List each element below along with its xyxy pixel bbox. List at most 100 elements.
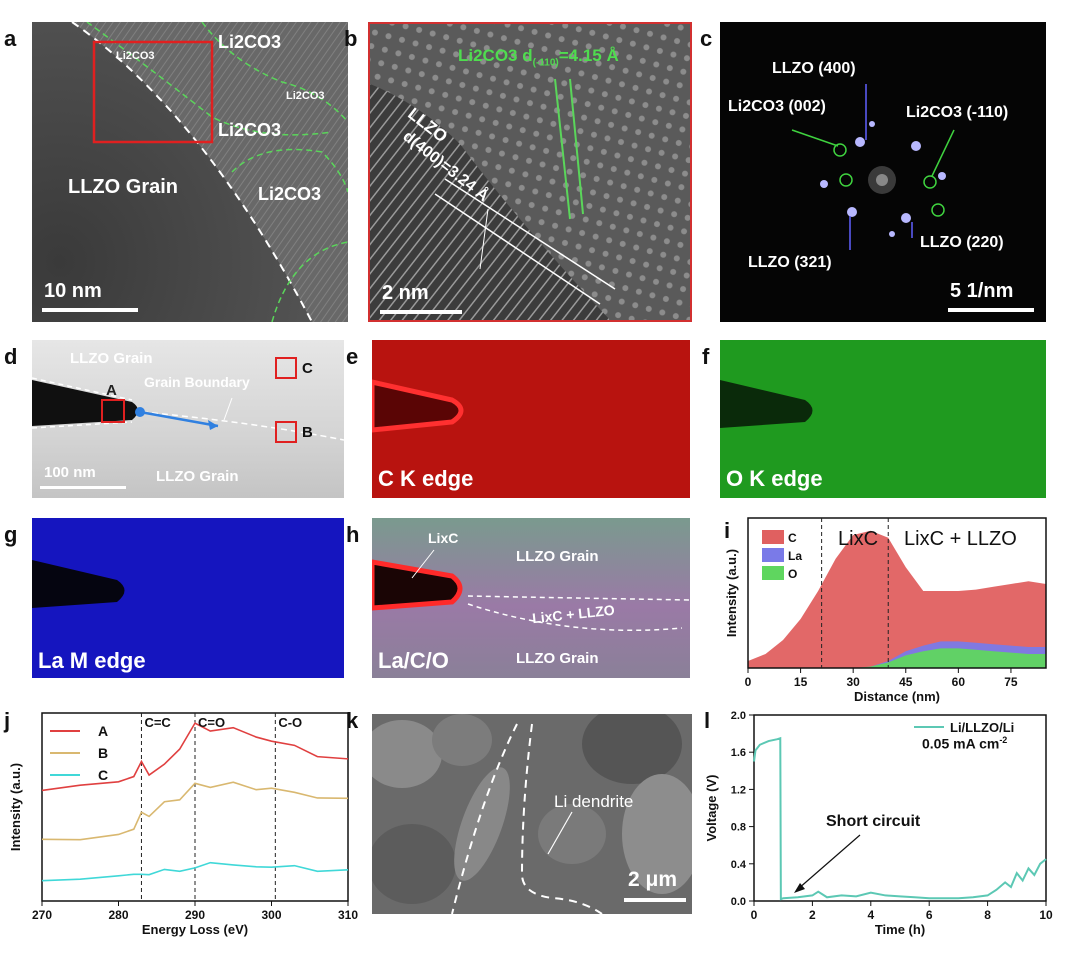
fft-spot-label: Li2CO3 (-110)	[906, 104, 1009, 121]
scale-bar-label: 2 nm	[382, 282, 429, 304]
scale-bar	[42, 308, 138, 312]
panel-label-k: k	[346, 708, 359, 733]
scale-bar-label: 5 1/nm	[950, 280, 1014, 302]
legend-label-C: C	[98, 767, 108, 783]
line-profile-chart: 0 15 30 45 60 75 Distance (nm) Intensity (a.u.)…	[724, 517, 1047, 704]
map-caption: C K edge	[378, 466, 474, 491]
region-label-lixc: LixC	[838, 528, 879, 550]
x-tick-label: 8	[984, 908, 991, 922]
x-tick-label: 290	[185, 908, 205, 922]
panel-label-d: d	[4, 344, 18, 369]
x-tick-label: 60	[952, 675, 966, 689]
peak-label: C=C	[144, 715, 171, 730]
x-tick-label: 45	[899, 675, 913, 689]
scale-bar	[948, 308, 1034, 312]
panel-b-image	[370, 24, 690, 320]
region-label: Li2CO3	[218, 32, 282, 52]
scale-bar-label: 2 μm	[628, 868, 678, 891]
annotation-arrow	[797, 834, 861, 890]
plot-frame	[747, 517, 1047, 669]
panel-g-la-map: La M edge	[32, 518, 344, 678]
scale-bar	[40, 486, 126, 489]
lixc-label: LixC	[428, 530, 459, 546]
region-label: Li2CO3	[116, 50, 155, 62]
region-label: Li2CO3	[286, 90, 325, 102]
panel-a-image	[32, 22, 348, 322]
y-axis-label: Intensity (a.u.)	[8, 763, 23, 851]
series-area-C	[748, 530, 1046, 668]
legend-swatch-O	[762, 566, 784, 580]
short-circuit-label: Short circuit	[826, 813, 921, 830]
peak-label: C=O	[198, 715, 225, 730]
scale-bar	[380, 310, 462, 314]
legend-label-A: A	[98, 723, 108, 739]
legend-label: Li/LLZO/Li	[950, 720, 1014, 735]
voltage-time-chart: 0 2 4 6 8 10 0.0 0.4 0.8 1.2 1.6 2.0 Time (h) Voltage…	[704, 710, 1053, 937]
x-axis-label: Time (h)	[875, 922, 925, 937]
fft-spot-label: LLZO (321)	[748, 254, 832, 271]
panel-b-hrtem: Li2CO3 d(-110)=4.15 Å LLZO d(400)=3.24 Å…	[368, 22, 692, 322]
fft-spot-label: Li2CO3 (002)	[728, 98, 826, 115]
peak-label: C-O	[278, 715, 302, 730]
x-tick-label: 270	[32, 908, 52, 922]
grain-label: LLZO Grain	[68, 176, 178, 198]
grain-label: LLZO Grain	[156, 468, 239, 485]
panel-f-o-map: O K edge	[720, 340, 1046, 498]
eels-spectra-chart: 270 280 290 300 310 Energy Loss (eV) Intensity…	[8, 712, 358, 937]
panel-f-image	[720, 380, 813, 428]
panel-h-overlay-map: LixC LLZO Grain LixC + LLZO LLZO Grain L…	[372, 518, 690, 678]
box-label-c: C	[302, 360, 313, 377]
panel-label-a: a	[4, 26, 17, 51]
region-label: Li2CO3	[218, 120, 282, 140]
legend-label-O: O	[788, 567, 797, 581]
y-tick-label: 2.0	[731, 710, 746, 722]
legend-label-C: C	[788, 531, 797, 545]
scale-bar-label: 100 nm	[44, 464, 96, 481]
legend-label-La: La	[788, 549, 802, 563]
plot-frame	[753, 714, 1047, 902]
grain-label: LLZO Grain	[516, 548, 599, 565]
scale-bar	[624, 898, 686, 902]
panel-c-image	[791, 84, 955, 250]
panel-label-i: i	[724, 518, 731, 543]
x-tick-label: 10	[1039, 908, 1053, 922]
panel-label-g: g	[4, 522, 18, 547]
dendrite-label: Li dendrite	[554, 792, 634, 811]
scale-bar-label: 10 nm	[44, 280, 102, 302]
current-density-label: 0.05 mA cm-2	[922, 735, 1008, 752]
y-axis-label: Intensity (a.u.)	[724, 549, 739, 637]
y-tick-label: 0.0	[731, 896, 746, 908]
panel-label-b: b	[344, 26, 358, 51]
panel-c-fft: LLZO (400) Li2CO3 (002) Li2CO3 (-110) LL…	[720, 22, 1046, 322]
map-caption: La/C/O	[378, 648, 449, 673]
y-tick-label: 1.2	[731, 784, 746, 796]
grain-label: LLZO Grain	[70, 350, 153, 367]
x-tick-label: 75	[1004, 675, 1018, 689]
panel-e-c-map: C K edge	[372, 340, 690, 498]
x-tick-label: 0	[751, 908, 758, 922]
panel-d-image	[32, 357, 344, 443]
legend-swatch-C	[762, 530, 784, 544]
panel-h-image	[372, 549, 690, 631]
x-tick-label: 6	[926, 908, 933, 922]
box-label-b: B	[302, 424, 313, 441]
y-axis-label: Voltage (V)	[704, 775, 719, 842]
series-line-B	[41, 781, 349, 841]
panel-g-image	[32, 560, 125, 608]
map-caption: O K edge	[726, 466, 823, 491]
fft-spot-label: LLZO (220)	[920, 234, 1004, 251]
y-tick-label: 0.4	[731, 859, 747, 871]
x-tick-label: 30	[846, 675, 860, 689]
panel-k-sem: Li dendrite 2 μm	[372, 714, 692, 914]
annotation-arrowhead	[794, 883, 805, 893]
grain-label: LLZO Grain	[516, 650, 599, 667]
x-tick-label: 280	[108, 908, 128, 922]
x-tick-label: 4	[867, 908, 874, 922]
panel-a-hrtem: Li2CO3 Li2CO3 Li2CO3 Li2CO3 Li2CO3 LLZO …	[32, 22, 348, 322]
panel-i-chart: 0 15 30 45 60 75 Distance (nm) Intensity (a.u.)…	[720, 514, 1060, 709]
x-tick-label: 0	[745, 675, 752, 689]
panel-label-e: e	[346, 344, 359, 369]
series-line-voltage	[753, 736, 1047, 901]
region-label-mix: LixC + LLZO	[904, 528, 1017, 550]
y-tick-label: 1.6	[731, 747, 746, 759]
